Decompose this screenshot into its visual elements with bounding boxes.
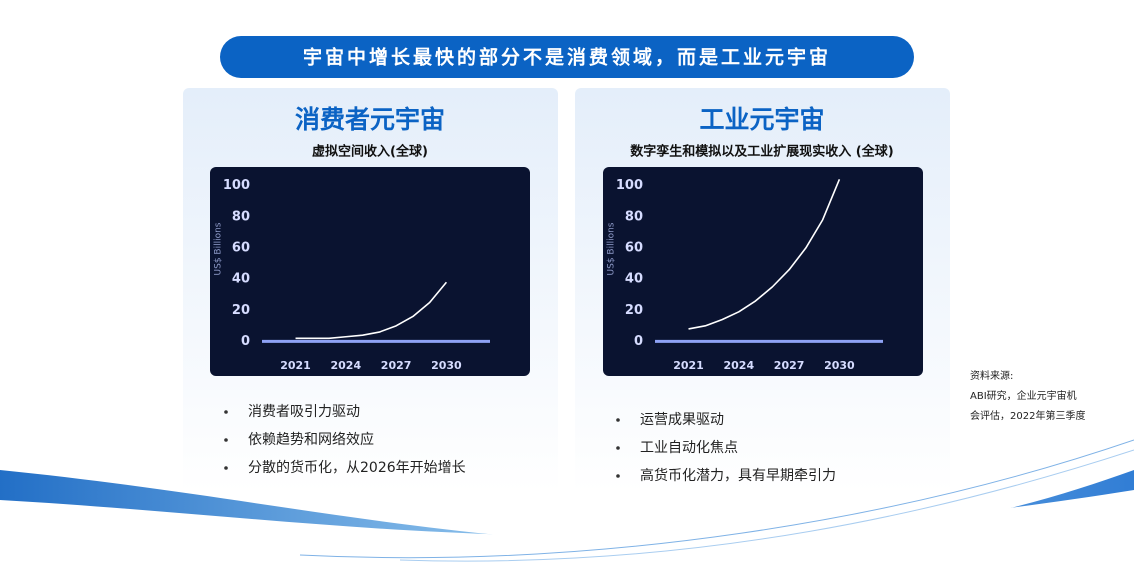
bullet-text: 工业自动化焦点: [640, 440, 738, 456]
panel-subtitle: 数字孪生和模拟以及工业扩展现实收入 (全球): [630, 144, 893, 160]
chart-box: [603, 167, 923, 376]
x-tick-label: 2024: [331, 359, 362, 372]
y-axis-title: US$ Billions: [214, 222, 224, 275]
bullet-dot: [224, 438, 228, 442]
y-tick-label: 20: [625, 303, 643, 318]
y-tick-label: 80: [625, 209, 643, 224]
wave-line: [399, 449, 1134, 562]
x-tick-label: 2030: [824, 359, 855, 372]
y-tick-label: 40: [232, 272, 250, 287]
panel-title: 消费者元宇宙: [295, 105, 445, 134]
y-tick-label: 100: [616, 178, 643, 193]
source: 会评估，2022年第三季度: [970, 409, 1085, 422]
source: 资料来源:: [970, 369, 1013, 382]
x-tick-label: 2021: [280, 359, 311, 372]
data-line: [295, 281, 448, 340]
bullet-dot: [224, 410, 228, 414]
y-tick-label: 100: [223, 178, 250, 193]
y-tick-label: 20: [232, 303, 250, 318]
panel-title: 工业元宇宙: [699, 105, 824, 134]
y-tick-label: 60: [625, 240, 643, 255]
y-axis-title: US$ Billions: [607, 222, 617, 275]
source: ABI研究，企业元宇宙机: [970, 389, 1077, 402]
bullet-text: 消费者吸引力驱动: [248, 404, 360, 420]
wave-line: [299, 439, 1134, 559]
panel-subtitle: 虚拟空间收入(全球): [312, 144, 428, 160]
bullet-text: 依赖趋势和网络效应: [248, 431, 374, 448]
y-tick-label: 0: [634, 334, 643, 349]
bullet-dot: [224, 466, 228, 470]
bullet-text: 高货币化潜力，具有早期牵引力: [640, 467, 836, 484]
y-tick-label: 40: [625, 272, 643, 287]
y-tick-label: 0: [241, 334, 250, 349]
wave: [0, 490, 1134, 567]
y-tick-label: 80: [232, 209, 250, 224]
bullet-text: 分散的货币化，从2026年开始增长: [248, 459, 466, 476]
header-pill: [220, 36, 914, 78]
data-line: [688, 179, 841, 330]
bullet-dot: [616, 446, 620, 450]
bullet-dot: [616, 418, 620, 422]
x-tick-label: 2030: [431, 359, 462, 372]
x-tick-label: 2024: [724, 359, 755, 372]
chart-box: [210, 167, 530, 376]
x-tick-label: 2027: [381, 359, 412, 372]
x-tick-label: 2021: [673, 359, 704, 372]
x-tick-label: 2027: [774, 359, 805, 372]
bullet-dot: [616, 474, 620, 478]
y-tick-label: 60: [232, 240, 250, 255]
bullet-text: 运营成果驱动: [640, 412, 724, 428]
header-title: 宇宙中增长最快的部分不是消费领域，而是工业元宇宙: [303, 46, 831, 69]
